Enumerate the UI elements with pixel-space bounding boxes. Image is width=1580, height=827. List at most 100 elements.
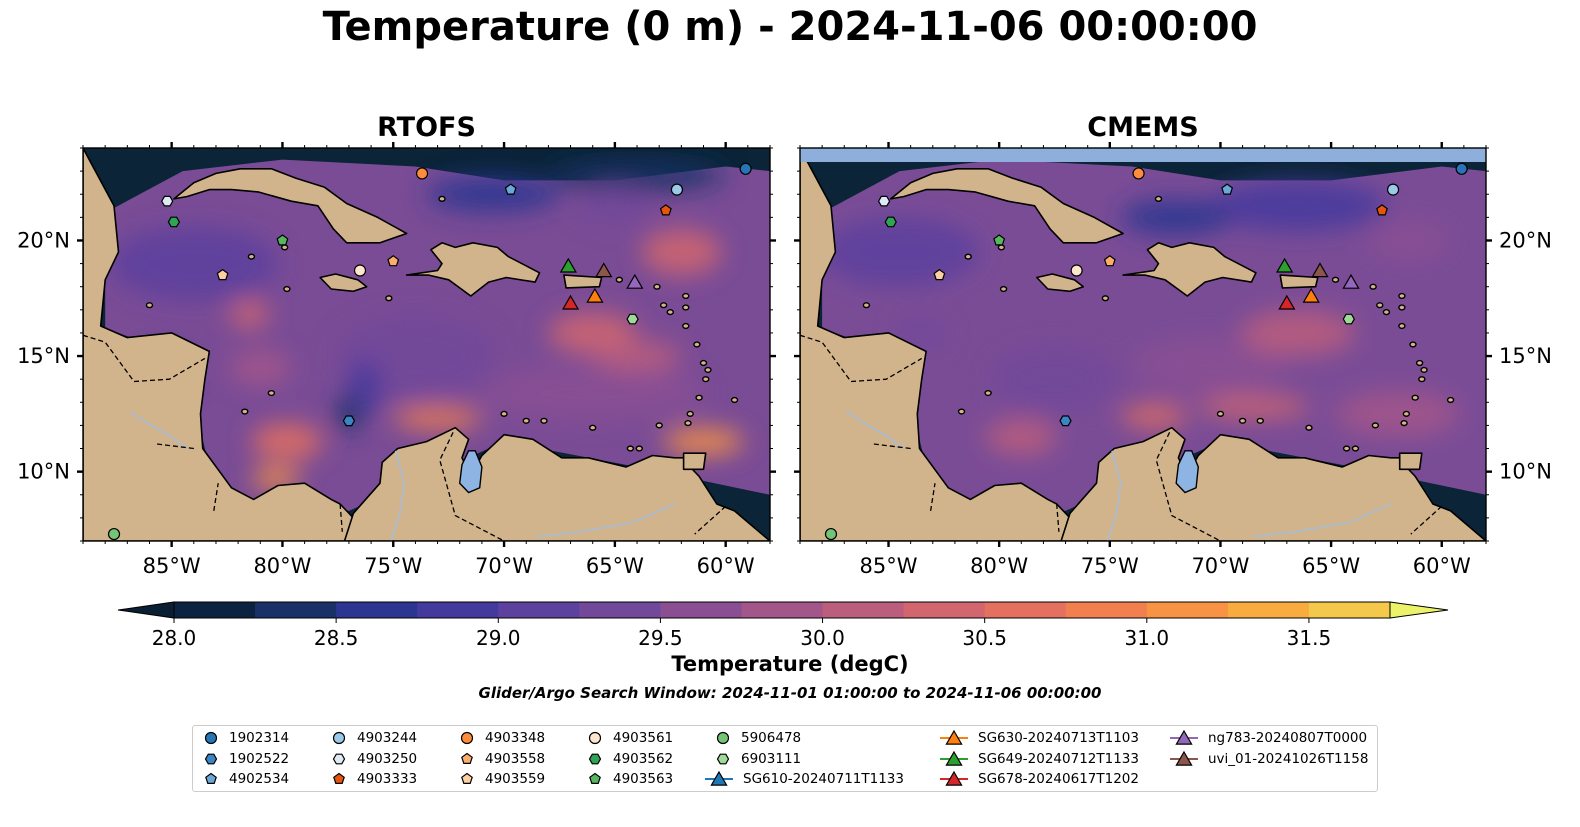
float-marker-4903558 (387, 255, 400, 267)
float-legend-symbol (333, 772, 345, 784)
temperature-eddies (109, 159, 744, 491)
legend-marker-4902534 (205, 772, 217, 784)
float-marker-5906478 (107, 527, 121, 541)
country-border (213, 483, 219, 512)
legend-entry-label: 5906478 (741, 730, 802, 746)
caribbean-sea-field (822, 159, 1486, 511)
island (267, 389, 276, 397)
axis-ticks (77, 142, 776, 547)
legend: 1902314 1902522 4902534 4903244 4903250 49033… (192, 725, 1378, 792)
legend-marker-4903563 (589, 772, 601, 784)
legend-marker-5906478 (716, 731, 730, 745)
legend-entry-label: 4903250 (357, 750, 418, 767)
legend-marker-ng783-20240807T0000 (1175, 729, 1193, 745)
land-jamaica (1036, 273, 1085, 293)
legend-entry-label: 4903563 (613, 771, 674, 787)
country-border (83, 334, 206, 383)
island (730, 396, 739, 404)
island (1238, 417, 1247, 424)
float-marker-4903244 (670, 183, 684, 196)
island (964, 253, 972, 260)
float-marker-6903111 (626, 313, 639, 325)
legend-entry-4903244: 4903244 (329, 728, 417, 748)
island (522, 417, 530, 424)
colorbar-tick-label: 28.0 (152, 626, 197, 650)
figure-title: Temperature (0 m) - 2024-11-06 00:00:00 (322, 4, 1258, 50)
lat-tick-label: 10°N (1499, 460, 1552, 484)
axis-ticks (794, 142, 1492, 547)
legend-marker-4903348 (460, 731, 474, 745)
colorbar-segment (1146, 602, 1229, 618)
island (283, 285, 291, 293)
island (1101, 295, 1110, 302)
colorbar-tick-label: 29.0 (476, 626, 521, 650)
glider-marker-ng783-20240807T0000 (626, 273, 644, 289)
legend-entry-label: 4903348 (485, 730, 546, 746)
glider-marker-SG678-20240617T1202 (561, 294, 580, 310)
observation-markers (824, 162, 1468, 541)
legend-entry-label: 6903111 (741, 750, 802, 767)
float-marker-4903561 (353, 264, 367, 277)
island (1409, 341, 1417, 348)
legend-marker-uvi_01-20241026T1158 (1175, 750, 1193, 766)
map-panel-cmems: 85°W 80°W 75°W 70°W 65°W 60°W 10°N 15°N 20°N (794, 142, 1552, 578)
legend-entry-4902534: 4902534 (201, 769, 289, 789)
island (1415, 359, 1424, 367)
colorbar-segment (822, 602, 905, 618)
legend-entry-SG649-20240712T1133: SG649-20240712T1133 (938, 749, 1139, 769)
legend-entry-ng783-20240807T0000: ng783-20240807T0000 (1168, 728, 1367, 748)
island (247, 253, 256, 260)
colorbar-segment (660, 602, 742, 618)
legend-entry-label: 1902314 (229, 730, 290, 746)
legend-entry-4903562: 4903562 (585, 749, 673, 769)
float-legend-symbol (461, 752, 473, 764)
country-border (800, 334, 923, 383)
float-legend-symbol (589, 772, 601, 784)
colorbar-tick-label: 29.5 (638, 626, 683, 650)
float-marker-4903562 (884, 216, 897, 228)
island (589, 424, 597, 431)
legend-entry-label: SG678-20240617T1202 (978, 771, 1139, 787)
colorbar-segment (1227, 602, 1310, 618)
float-legend-symbol (332, 753, 346, 764)
glider-marker-SG630-20240713T1103 (586, 287, 604, 303)
glider-marker-SG630-20240713T1103 (1302, 287, 1320, 303)
island (1400, 420, 1408, 427)
river-line (537, 503, 676, 538)
island (1376, 302, 1384, 309)
legend-marker-1902314 (204, 731, 218, 745)
colorbar-label: Temperature (degC) (671, 652, 909, 676)
glider-legend-symbol (940, 770, 968, 786)
lon-tick-label: 70°W (475, 554, 533, 578)
legend-marker-SG649-20240712T1133 (945, 750, 963, 766)
glider-legend-symbol (1170, 729, 1198, 745)
land-south (1060, 426, 1486, 541)
island (999, 285, 1008, 293)
float-marker-1902314 (739, 162, 752, 175)
island (682, 304, 690, 311)
island (1402, 410, 1411, 417)
island (500, 410, 508, 417)
legend-entry-label: 4903559 (485, 771, 546, 787)
legend-entry-label: ng783-20240807T0000 (1208, 730, 1368, 746)
lat-tick-label: 15°N (17, 344, 70, 368)
legend-entry-4903333: 4903333 (329, 769, 417, 789)
colorbar-tick-label: 30.5 (962, 626, 1007, 650)
legend-entry-label: 1902522 (229, 750, 290, 767)
lon-tick-label: 70°W (1191, 554, 1249, 578)
float-marker-1902314 (1455, 162, 1468, 175)
island (1446, 396, 1455, 404)
legend-entry-label: 4903333 (357, 771, 418, 787)
island (1305, 424, 1313, 431)
legend-entry-5906478: 5906478 (713, 728, 801, 748)
river-line (129, 410, 188, 450)
legend-entry-4903563: 4903563 (585, 769, 673, 789)
island (1154, 195, 1163, 202)
country-border (929, 483, 936, 512)
map-panel-rtofs: 85°W 80°W 75°W 70°W 65°W 60°W 10°N 15°N 20°N (17, 142, 776, 578)
land-trinidad (1398, 452, 1423, 471)
island (1256, 417, 1264, 424)
island (1398, 322, 1406, 330)
island (615, 276, 624, 283)
island (682, 292, 690, 300)
